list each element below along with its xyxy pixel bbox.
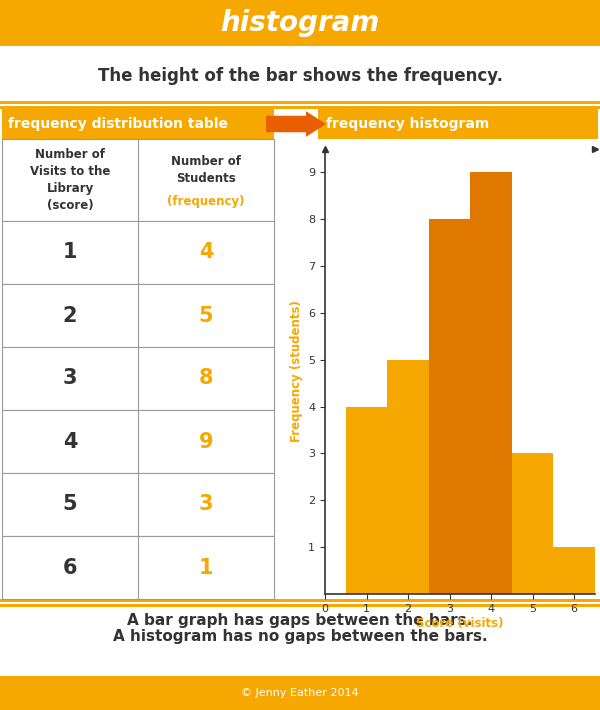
Text: 3: 3 bbox=[63, 368, 77, 388]
Text: 8: 8 bbox=[199, 368, 213, 388]
Text: A histogram has no gaps between the bars.: A histogram has no gaps between the bars… bbox=[113, 630, 487, 645]
Text: 2: 2 bbox=[63, 305, 77, 325]
Text: © Jenny Eather 2014: © Jenny Eather 2014 bbox=[241, 688, 359, 698]
Bar bbox=[0, 0, 600, 46]
Text: 3: 3 bbox=[199, 494, 213, 515]
Text: 5: 5 bbox=[62, 494, 77, 515]
Text: 1: 1 bbox=[199, 557, 213, 577]
Bar bbox=[2, 221, 274, 284]
Text: 5: 5 bbox=[199, 305, 214, 325]
Bar bbox=[553, 547, 595, 594]
Text: Number of
Students: Number of Students bbox=[171, 155, 241, 185]
Bar bbox=[346, 407, 388, 594]
Text: (frequency): (frequency) bbox=[167, 195, 245, 209]
Text: frequency histogram: frequency histogram bbox=[326, 117, 489, 131]
Bar bbox=[0, 106, 600, 109]
Text: 9: 9 bbox=[199, 432, 214, 452]
Bar bbox=[0, 676, 600, 710]
Text: Number of
Visits to the
Library
(score): Number of Visits to the Library (score) bbox=[30, 148, 110, 212]
Bar bbox=[512, 454, 553, 594]
Bar bbox=[2, 473, 274, 536]
Bar bbox=[388, 360, 429, 594]
Text: 4: 4 bbox=[199, 243, 213, 263]
Text: frequency distribution table: frequency distribution table bbox=[8, 117, 228, 131]
Text: The height of the bar shows the frequency.: The height of the bar shows the frequenc… bbox=[97, 67, 503, 85]
Text: 6: 6 bbox=[63, 557, 77, 577]
Bar bbox=[2, 109, 274, 139]
Bar bbox=[429, 219, 470, 594]
Bar bbox=[2, 536, 274, 599]
Bar bbox=[2, 139, 274, 221]
Bar bbox=[0, 599, 600, 602]
X-axis label: Score (visits): Score (visits) bbox=[416, 616, 504, 630]
Bar bbox=[470, 173, 512, 594]
Bar bbox=[2, 410, 274, 473]
FancyArrow shape bbox=[266, 111, 326, 137]
Bar bbox=[2, 284, 274, 347]
Bar bbox=[2, 347, 274, 410]
Bar bbox=[0, 604, 600, 607]
Bar bbox=[0, 101, 600, 104]
Text: histogram: histogram bbox=[220, 9, 380, 37]
Text: 4: 4 bbox=[63, 432, 77, 452]
Text: A bar graph has gaps between the bars.: A bar graph has gaps between the bars. bbox=[127, 613, 473, 628]
Text: 1: 1 bbox=[63, 243, 77, 263]
Bar bbox=[318, 109, 598, 139]
Y-axis label: Frequency (students): Frequency (students) bbox=[290, 300, 302, 442]
